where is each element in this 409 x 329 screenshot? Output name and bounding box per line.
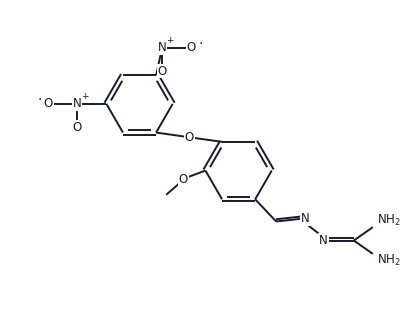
Text: NH$_2$: NH$_2$ (377, 213, 401, 228)
Text: ·: · (198, 37, 202, 51)
Text: O: O (73, 121, 82, 134)
Text: O: O (179, 173, 188, 186)
Text: O: O (187, 41, 196, 54)
Text: ·: · (37, 93, 41, 107)
Text: O: O (157, 64, 167, 78)
Text: N: N (319, 234, 328, 247)
Text: NH$_2$: NH$_2$ (377, 253, 401, 268)
Text: N: N (158, 41, 166, 54)
Text: O: O (43, 97, 53, 110)
Text: O: O (184, 131, 194, 144)
Text: N: N (301, 212, 310, 225)
Text: +: + (81, 92, 88, 101)
Text: N: N (73, 97, 82, 110)
Text: +: + (166, 36, 173, 45)
